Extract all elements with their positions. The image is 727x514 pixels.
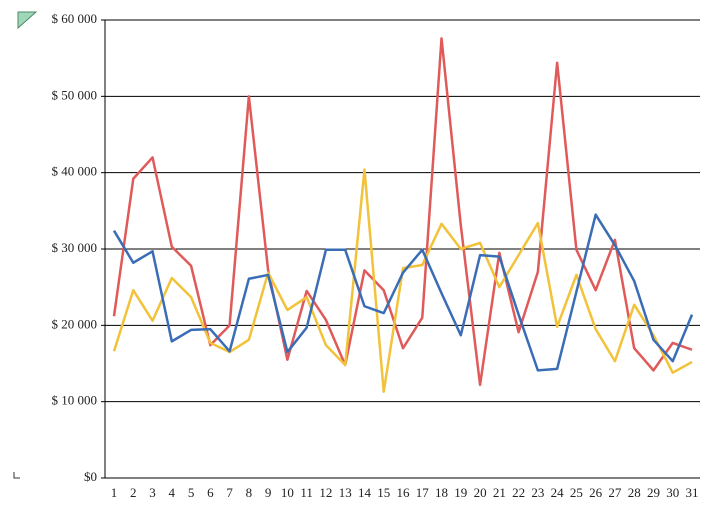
x-tick-label: 25 <box>570 485 583 500</box>
x-tick-label: 30 <box>666 485 679 500</box>
x-tick-label: 26 <box>589 485 603 500</box>
x-tick-label: 9 <box>265 485 272 500</box>
x-tick-label: 27 <box>608 485 622 500</box>
y-tick-label: $ 30 000 <box>52 240 98 255</box>
x-tick-label: 20 <box>474 485 487 500</box>
x-tick-label: 24 <box>551 485 565 500</box>
y-tick-label: $ 60 000 <box>52 11 98 26</box>
x-tick-label: 5 <box>188 485 195 500</box>
corner-icon <box>17 11 38 30</box>
y-tick-label: $ 20 000 <box>52 316 98 331</box>
x-tick-label: 6 <box>207 485 214 500</box>
x-tick-label: 11 <box>300 485 313 500</box>
x-tick-label: 3 <box>149 485 156 500</box>
y-tick-label: $ 10 000 <box>52 393 98 408</box>
x-tick-label: 18 <box>435 485 448 500</box>
x-tick-label: 4 <box>169 485 176 500</box>
x-tick-label: 19 <box>454 485 467 500</box>
x-tick-label: 28 <box>628 485 641 500</box>
line-series <box>112 168 693 393</box>
x-tick-label: 8 <box>246 485 253 500</box>
x-tick-label: 15 <box>377 485 390 500</box>
x-tick-label: 21 <box>493 485 506 500</box>
corner-mark <box>13 472 20 479</box>
x-tick-label: 12 <box>319 485 332 500</box>
y-tick-label: $0 <box>84 469 97 484</box>
x-tick-label: 16 <box>397 485 411 500</box>
x-tick-label: 1 <box>111 485 118 500</box>
y-tick-label: $ 40 000 <box>52 164 98 179</box>
x-tick-label: 29 <box>647 485 660 500</box>
x-tick-label: 31 <box>686 485 699 500</box>
line-series <box>112 37 693 387</box>
x-tick-label: 23 <box>531 485 544 500</box>
y-tick-label: $ 50 000 <box>52 87 98 102</box>
x-tick-label: 2 <box>130 485 137 500</box>
x-tick-label: 17 <box>416 485 430 500</box>
line-series <box>112 213 694 372</box>
x-tick-label: 10 <box>281 485 294 500</box>
x-tick-label: 14 <box>358 485 372 500</box>
x-tick-label: 7 <box>226 485 233 500</box>
x-tick-label: 13 <box>339 485 352 500</box>
x-tick-label: 22 <box>512 485 525 500</box>
